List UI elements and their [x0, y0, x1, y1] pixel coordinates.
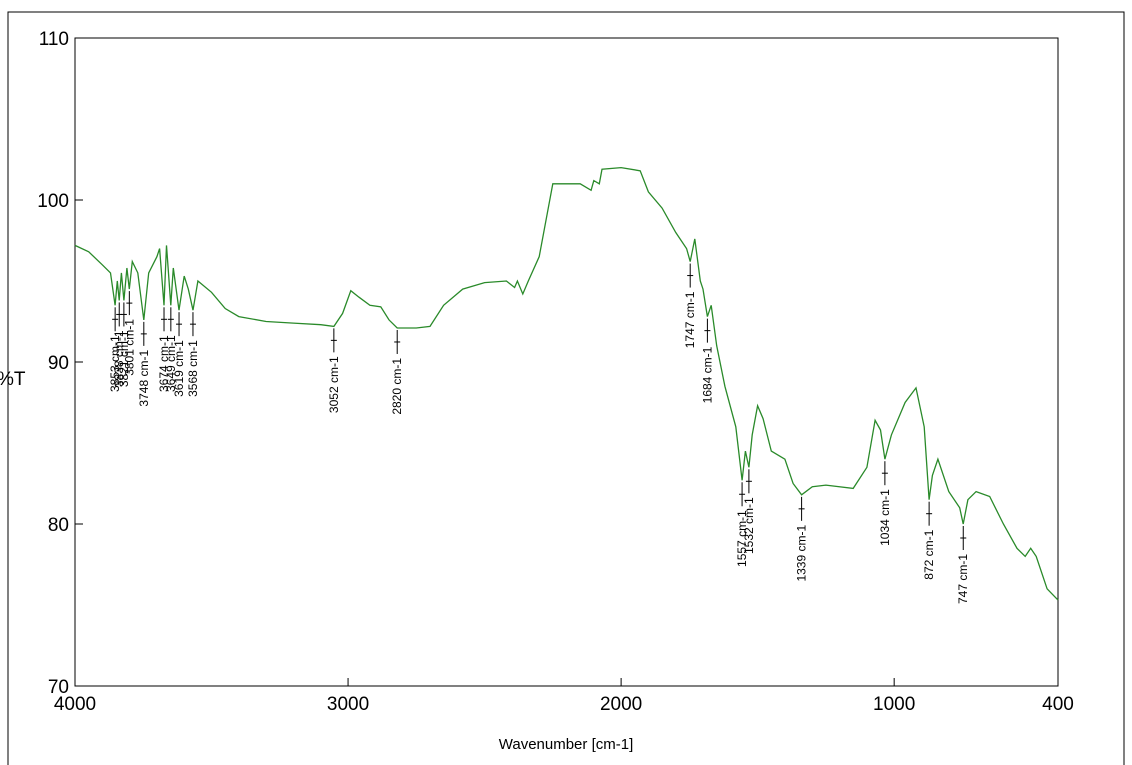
y-tick-label: 80 [48, 515, 69, 536]
y-tick-label: 100 [37, 191, 69, 212]
y-axis-label: %T [0, 369, 26, 390]
peak-label: 3821 cm-1 [117, 330, 131, 387]
peak-label: 1684 cm-1 [700, 346, 714, 403]
x-tick-label: 3000 [327, 694, 369, 715]
peak-label: 3674 cm-1 [157, 335, 171, 392]
peak-label: 3052 cm-1 [327, 356, 341, 413]
peak-label: 3838 cm-1 [112, 330, 126, 387]
x-axis-label: Wavenumber [cm-1] [499, 736, 633, 753]
peak-label: 872 cm-1 [922, 529, 936, 579]
peak-label: 1034 cm-1 [878, 489, 892, 546]
x-tick-label: 4000 [54, 694, 96, 715]
peak-label: 3619 cm-1 [172, 340, 186, 397]
peak-label: 3748 cm-1 [137, 350, 151, 407]
peak-label: 3649 cm-1 [164, 335, 178, 392]
peak-label: 747 cm-1 [956, 554, 970, 604]
peak-label: 1747 cm-1 [683, 291, 697, 348]
y-tick-label: 90 [48, 353, 69, 374]
peak-label: 3853 cm-1 [108, 335, 122, 392]
x-tick-label: 1000 [873, 694, 915, 715]
y-tick-label: 110 [39, 29, 69, 50]
x-tick-label: 400 [1042, 694, 1074, 715]
y-tick-label: 70 [48, 677, 69, 698]
peak-label: 3801 cm-1 [122, 319, 136, 376]
peak-label: 3568 cm-1 [186, 340, 200, 397]
plot-area [74, 37, 1059, 687]
peak-label: 1339 cm-1 [795, 525, 809, 582]
spectrum-line [74, 166, 1059, 601]
frame [7, 11, 1125, 765]
peak-label: 2820 cm-1 [390, 358, 404, 415]
peak-label: 1532 cm-1 [742, 497, 756, 554]
peak-label: 1557 cm-1 [735, 510, 749, 567]
x-tick-label: 2000 [600, 694, 642, 715]
